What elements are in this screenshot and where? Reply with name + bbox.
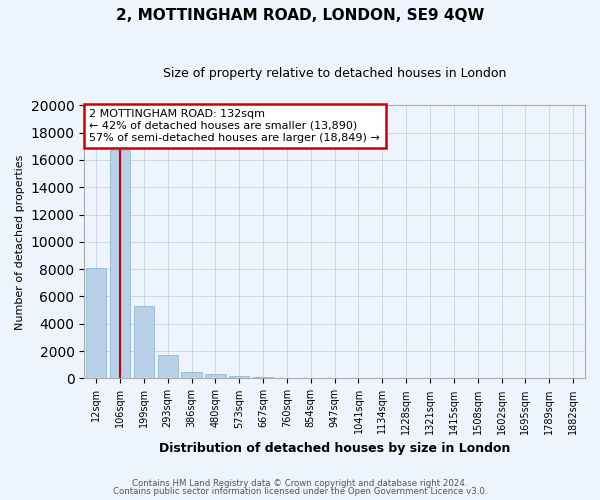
Title: Size of property relative to detached houses in London: Size of property relative to detached ho… xyxy=(163,68,506,80)
Bar xyxy=(253,377,273,378)
Bar xyxy=(110,150,130,378)
Bar xyxy=(205,374,226,378)
Bar xyxy=(134,306,154,378)
Y-axis label: Number of detached properties: Number of detached properties xyxy=(15,154,25,330)
Bar xyxy=(181,372,202,378)
Text: Contains public sector information licensed under the Open Government Licence v3: Contains public sector information licen… xyxy=(113,487,487,496)
X-axis label: Distribution of detached houses by size in London: Distribution of detached houses by size … xyxy=(159,442,511,455)
Bar xyxy=(229,376,250,378)
Bar xyxy=(86,268,106,378)
Text: 2, MOTTINGHAM ROAD, LONDON, SE9 4QW: 2, MOTTINGHAM ROAD, LONDON, SE9 4QW xyxy=(116,8,484,22)
Text: 2 MOTTINGHAM ROAD: 132sqm
← 42% of detached houses are smaller (13,890)
57% of s: 2 MOTTINGHAM ROAD: 132sqm ← 42% of detac… xyxy=(89,110,380,142)
Bar xyxy=(158,355,178,378)
Text: Contains HM Land Registry data © Crown copyright and database right 2024.: Contains HM Land Registry data © Crown c… xyxy=(132,478,468,488)
